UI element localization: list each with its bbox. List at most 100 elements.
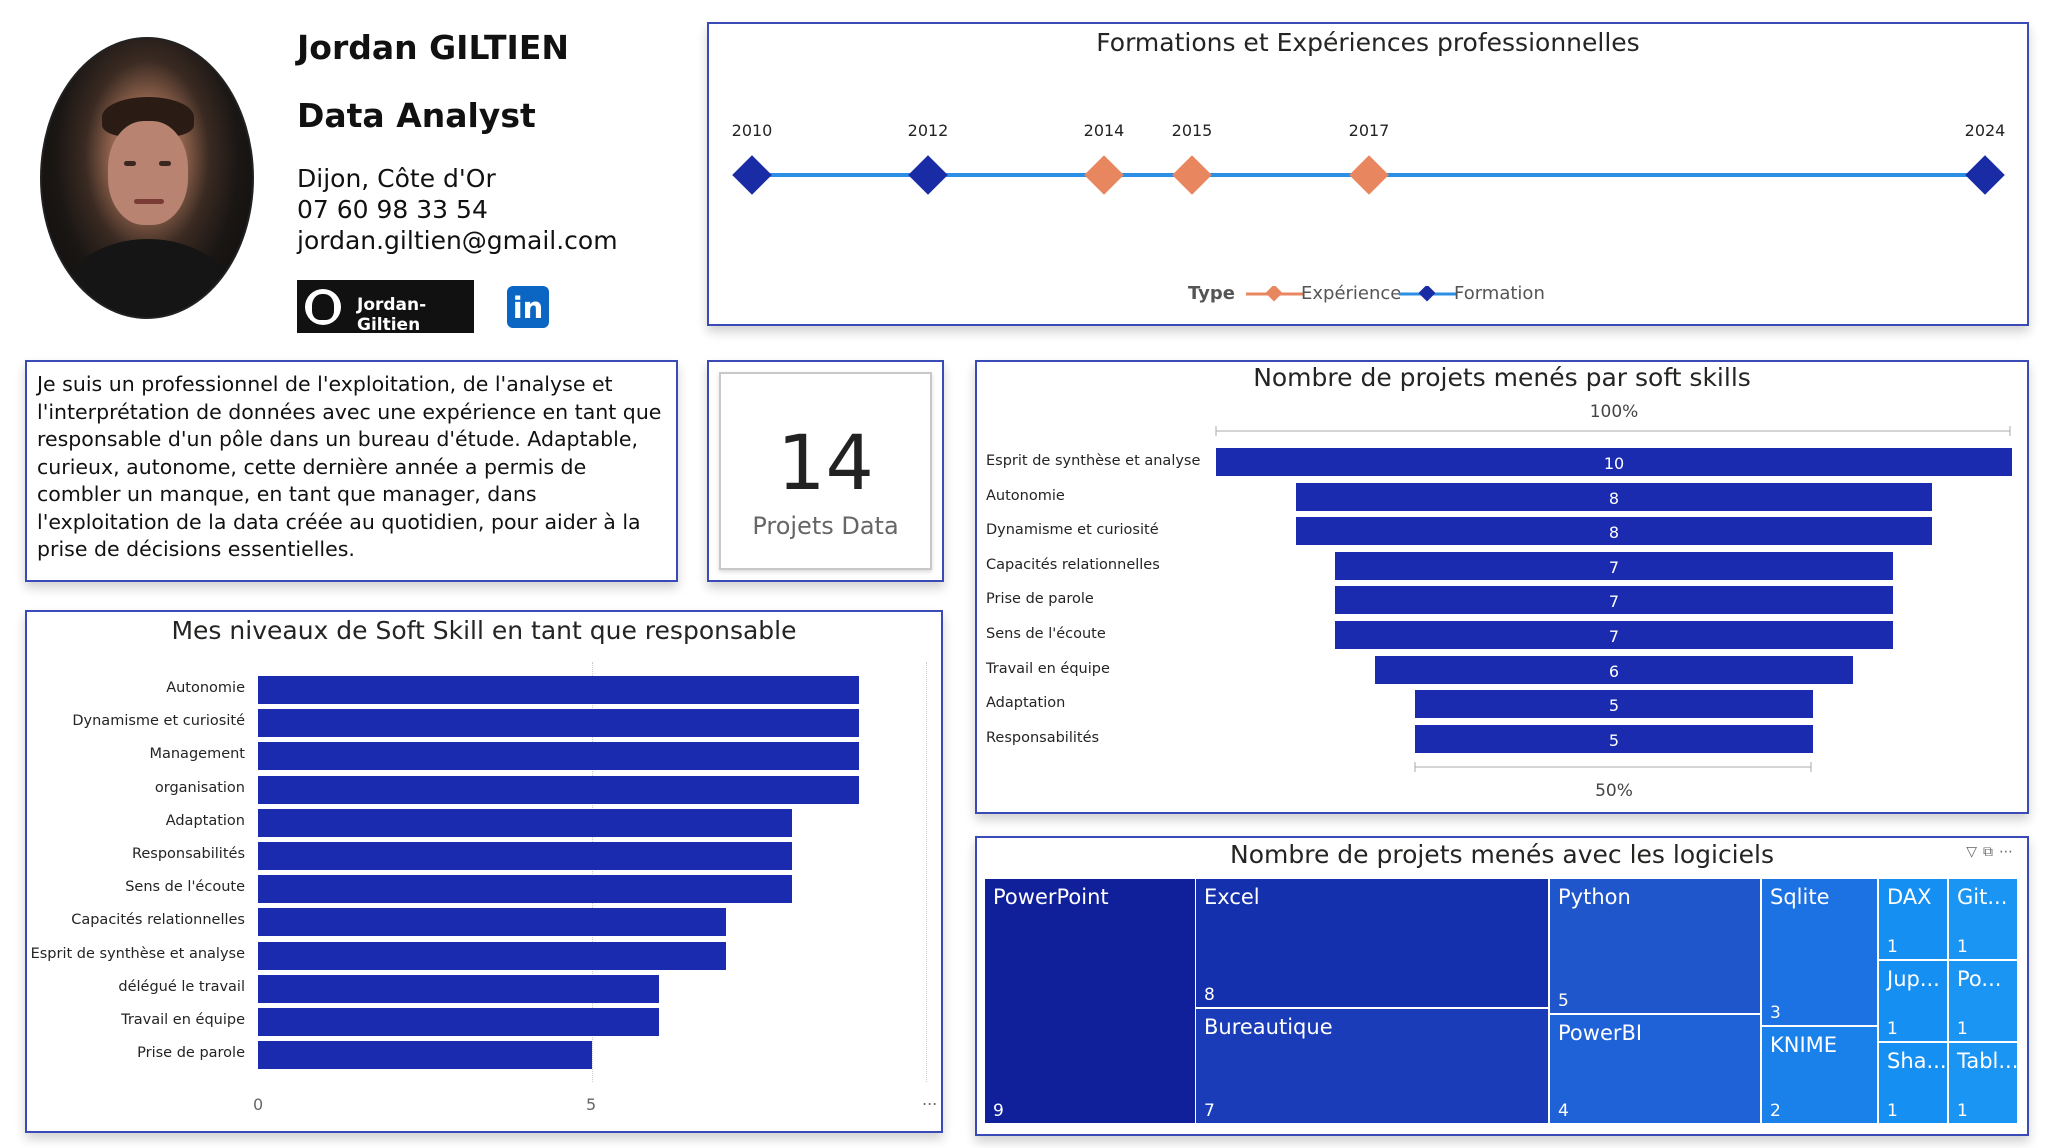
skills-chart-title: Mes niveaux de Soft Skill en tant que re… — [171, 616, 797, 645]
funnel-bar[interactable]: 10 — [1216, 448, 2012, 476]
funnel-category-label: Esprit de synthèse et analyse — [986, 453, 1201, 469]
treemap-cell-label: KNIME — [1770, 1033, 1838, 1057]
soft-skill-projects-funnel[interactable]: Nombre de projets menés par soft skills … — [975, 360, 2029, 814]
timeline-point-experience[interactable] — [1084, 155, 1124, 195]
skills-bar[interactable] — [258, 1008, 659, 1036]
treemap-cell-value: 1 — [1887, 937, 1898, 957]
focus-mode-icon[interactable]: ⧉ — [1983, 844, 1999, 860]
skills-bar[interactable] — [258, 775, 860, 804]
treemap-cell[interactable]: Tabl... 1 — [1948, 1042, 2018, 1124]
skills-bar[interactable] — [258, 709, 860, 738]
funnel-category-label: Prise de parole — [986, 591, 1094, 608]
treemap-cell-label: Excel — [1204, 885, 1260, 909]
github-icon — [305, 289, 341, 325]
skills-bar[interactable] — [258, 1041, 592, 1070]
funnel-bottom-bracket — [1414, 762, 1812, 772]
funnel-bar[interactable]: 8 — [1295, 517, 1933, 546]
software-projects-treemap[interactable]: Nombre de projets menés avec les logicie… — [975, 836, 2029, 1136]
skills-bar[interactable] — [258, 742, 860, 771]
funnel-bar[interactable]: 6 — [1375, 655, 1853, 684]
skills-bar[interactable] — [258, 875, 793, 904]
treemap-cell[interactable]: PowerBI 4 — [1549, 1014, 1761, 1124]
funnel-category-label: Travail en équipe — [986, 660, 1110, 677]
treemap-cell-label: Jup... — [1887, 967, 1940, 991]
timeline-year-label: 2010 — [731, 121, 773, 140]
treemap-cell-value: 4 — [1558, 1101, 1569, 1121]
timeline-point-experience[interactable] — [1349, 155, 1389, 195]
skills-bar[interactable] — [258, 941, 726, 970]
treemap-cell-value: 1 — [1887, 1101, 1898, 1121]
treemap-cell-label: DAX — [1887, 885, 1932, 909]
skills-bar[interactable] — [258, 676, 860, 704]
github-link-button[interactable]: Jordan-Giltien — [297, 280, 474, 335]
more-options-icon[interactable]: ... — [922, 1090, 938, 1109]
skills-bar[interactable] — [258, 842, 793, 870]
timeline-year-label: 2015 — [1171, 121, 1213, 140]
skills-category-label: Capacités relationnelles — [71, 912, 245, 929]
timeline-chart[interactable]: Formations et Expériences professionnell… — [707, 22, 2029, 326]
profile-photo — [40, 37, 254, 319]
treemap-cell-label: Sha... — [1887, 1049, 1947, 1073]
funnel-bar[interactable]: 7 — [1335, 551, 1893, 580]
filter-icon[interactable]: ▽ — [1966, 844, 1983, 860]
treemap-cell[interactable]: Python 5 — [1549, 878, 1761, 1014]
funnel-bar[interactable]: 5 — [1415, 690, 1813, 719]
treemap-cell[interactable]: KNIME 2 — [1761, 1026, 1878, 1124]
treemap-cell-value: 1 — [1957, 937, 1968, 957]
funnel-bar[interactable]: 7 — [1335, 586, 1893, 615]
treemap-cell[interactable]: DAX 1 — [1878, 878, 1948, 960]
funnel-bottom-percent: 50% — [1595, 781, 1633, 801]
funnel-category-label: Sens de l'écoute — [986, 626, 1106, 642]
funnel-category-label: Responsabilités — [986, 729, 1100, 746]
legend-marker-experience — [1246, 286, 1304, 302]
treemap-cell-value: 3 — [1770, 1003, 1781, 1023]
github-label: Jordan-Giltien — [357, 295, 427, 335]
funnel-title: Nombre de projets menés par soft skills — [1253, 363, 1751, 392]
skills-category-label: Responsabilités — [131, 846, 245, 862]
funnel-bar[interactable]: 7 — [1335, 621, 1893, 649]
skills-category-label: délégué le travail — [118, 978, 245, 995]
timeline-point-formation[interactable] — [908, 155, 948, 195]
treemap-cell-value: 7 — [1204, 1101, 1215, 1121]
treemap-cell[interactable]: Git... 1 — [1948, 878, 2018, 960]
linkedin-icon[interactable]: in — [507, 286, 549, 328]
treemap-cell[interactable]: PowerPoint 9 — [984, 878, 1196, 1124]
funnel-bar[interactable]: 8 — [1295, 482, 1933, 511]
kpi-card[interactable]: 14 Projets Data — [707, 360, 944, 582]
skills-category-label: Prise de parole — [137, 1045, 245, 1062]
treemap-cell[interactable]: Jup... 1 — [1878, 960, 1948, 1042]
legend-marker-formation — [1399, 286, 1457, 302]
skills-bar[interactable] — [258, 808, 793, 837]
x-tick-5: 5 — [586, 1095, 597, 1114]
funnel-category-label: Dynamisme et curiosité — [986, 522, 1159, 539]
more-options-icon[interactable]: ⋯ — [1999, 844, 2019, 860]
skills-category-label: Management — [149, 746, 245, 763]
legend-formation: Formation — [1454, 283, 1545, 304]
treemap-cell-value: 1 — [1887, 1019, 1898, 1039]
funnel-top-bracket — [1215, 426, 2011, 436]
treemap-cell[interactable]: Po... 1 — [1948, 960, 2018, 1042]
skills-bar[interactable] — [258, 908, 726, 937]
profile-email[interactable]: jordan.giltien@gmail.com — [297, 226, 618, 255]
skills-bar[interactable] — [258, 974, 659, 1003]
legend-title: Type — [1188, 283, 1235, 304]
timeline-point-experience[interactable] — [1172, 155, 1212, 195]
treemap-cell-label: Po... — [1957, 967, 2002, 991]
treemap-cell[interactable]: Excel 8 — [1195, 878, 1549, 1008]
funnel-category-label: Adaptation — [986, 695, 1066, 712]
skills-category-label: Sens de l'écoute — [125, 879, 245, 896]
timeline-point-formation[interactable] — [1965, 155, 2005, 195]
treemap-cell-value: 1 — [1957, 1019, 1968, 1039]
treemap-cell[interactable]: Sqlite 3 — [1761, 878, 1878, 1026]
soft-skill-levels-chart[interactable]: Mes niveaux de Soft Skill en tant que re… — [25, 610, 943, 1133]
treemap-cell[interactable]: Bureautique 7 — [1195, 1008, 1549, 1124]
treemap-cell[interactable]: Sha... 1 — [1878, 1042, 1948, 1124]
treemap-cell-value: 2 — [1770, 1101, 1781, 1121]
timeline-point-formation[interactable] — [732, 155, 772, 195]
timeline-year-label: 2024 — [1964, 121, 2006, 140]
treemap-cell-label: Python — [1558, 885, 1631, 909]
funnel-bar[interactable]: 5 — [1415, 724, 1813, 753]
timeline-title: Formations et Expériences professionnell… — [1096, 28, 1640, 57]
treemap-title: Nombre de projets menés avec les logicie… — [1230, 840, 1774, 869]
skills-category-label: Esprit de synthèse et analyse — [30, 945, 245, 962]
